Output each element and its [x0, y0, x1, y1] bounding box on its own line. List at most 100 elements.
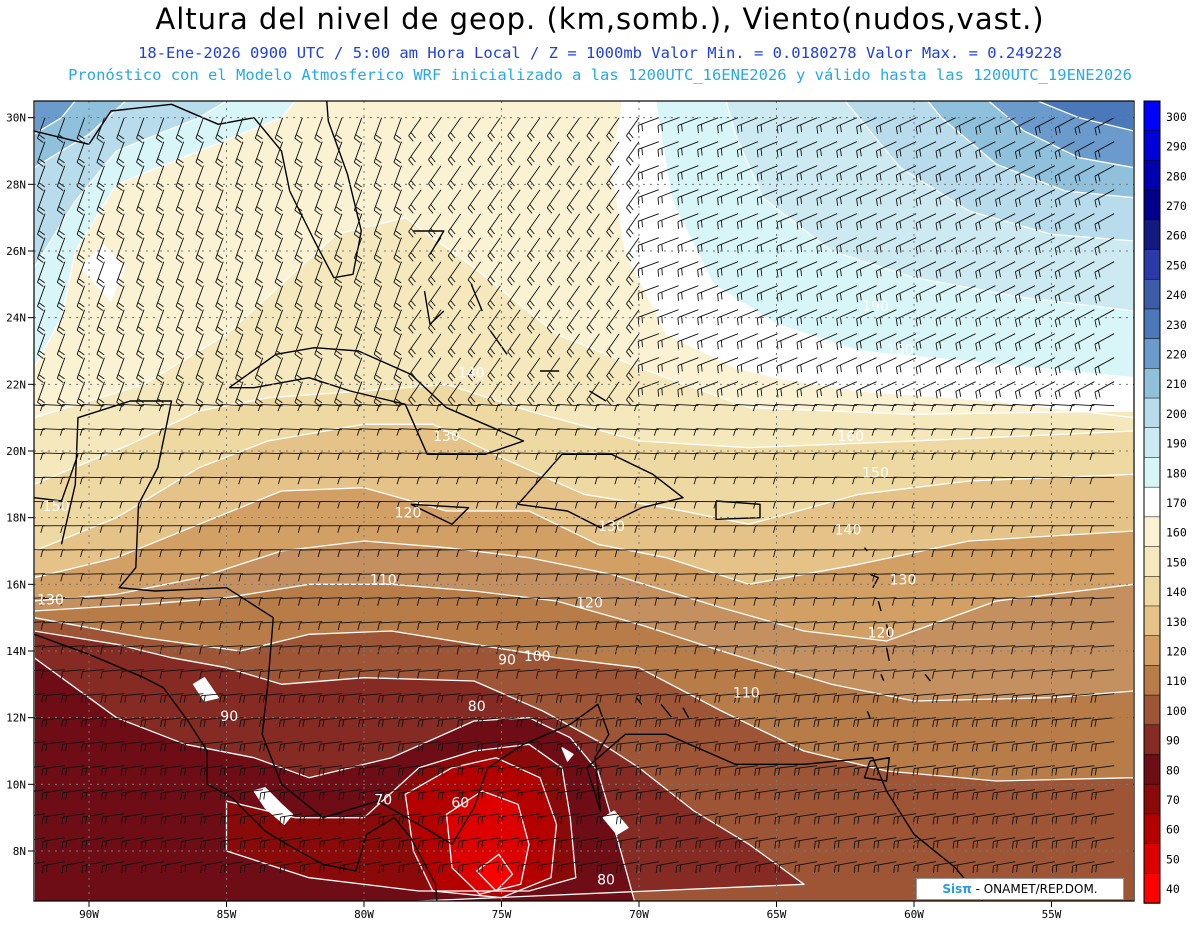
wind-barb-flag [697, 149, 699, 158]
wind-barb-flag [256, 254, 263, 260]
wind-barb-flag [675, 841, 678, 849]
wind-barb-flag [1035, 864, 1038, 873]
wind-barb-flag [657, 245, 660, 253]
contour-label: 130 [598, 519, 625, 535]
wind-barb-flag [200, 841, 202, 849]
wind-barb-flag [318, 744, 321, 752]
wind-barb-flag [1012, 865, 1014, 873]
wind-barb-flag [1089, 501, 1093, 509]
wind-barb-flag [693, 477, 697, 485]
wind-barb-flag [507, 159, 513, 166]
wind-barb-flag [355, 134, 362, 140]
wind-barb-flag [995, 175, 998, 183]
wind-barb-flag [674, 549, 677, 558]
wind-barb-flag [335, 158, 342, 164]
wind-barb-flag [1010, 404, 1014, 412]
wind-barb [537, 573, 560, 575]
wind-barb-flag [215, 233, 222, 239]
wind-barb-flag [608, 276, 614, 283]
wind-barb-flag [355, 398, 362, 404]
wind-barb-flag [1051, 817, 1054, 825]
wind-barb-flag [1034, 223, 1038, 232]
wind-barb [616, 621, 640, 624]
wind-barb-flag [958, 221, 962, 229]
wind-barb [141, 428, 164, 431]
wind-barb-flag [1015, 695, 1018, 703]
wind-barb-flag [314, 257, 321, 263]
wind-barb-flag [489, 252, 496, 259]
wind-barb-flag [101, 817, 103, 825]
wind-barb-flag [1050, 647, 1054, 655]
wind-barb-flag [144, 816, 147, 824]
wind-barb [795, 597, 818, 600]
wind-barb-flag [853, 744, 856, 752]
contour-label: 130 [37, 592, 64, 608]
contour-label: 120 [395, 506, 422, 522]
wind-barb-flag [500, 743, 503, 752]
wind-barb-flag [140, 744, 143, 752]
wind-barb-flag [816, 222, 819, 230]
contour-line [476, 853, 514, 892]
wind-barb-flag [535, 428, 539, 436]
wind-barb-flag [410, 372, 416, 379]
wind-barb-flag [223, 792, 226, 800]
contour-line [34, 383, 1134, 901]
wind-barb-flag [294, 209, 302, 215]
wind-barb-flag [314, 137, 321, 143]
wind-barb-flag [475, 452, 479, 461]
wind-barb-flag [879, 293, 882, 301]
wind-barb-flag [276, 374, 283, 380]
wind-barb-flag [856, 366, 859, 374]
wind-barb-flag [736, 125, 739, 134]
wind-barb [854, 476, 877, 479]
wind-barb-flag [238, 598, 242, 606]
wind-barb-flag [697, 173, 699, 182]
wind-barb-flag [393, 209, 401, 215]
wind-barb-flag [734, 719, 737, 728]
wind-barb-flag [639, 695, 642, 703]
wind-barb-flag [477, 865, 480, 873]
wind-barb-flag [21, 502, 23, 509]
wind-barb [438, 645, 461, 648]
wind-barb-flag [375, 278, 382, 284]
wind-barb-flag [654, 671, 658, 679]
wind-barb-flag [628, 372, 634, 379]
wind-barb-flag [38, 278, 45, 284]
wind-barb [339, 428, 362, 431]
wind-barb-flag [116, 305, 123, 311]
wind-barb-flag [199, 744, 202, 752]
wind-barb-flag [495, 477, 499, 485]
wind-barb-flag [41, 865, 44, 873]
wind-barb-flag [104, 743, 107, 752]
wind-barb-flag [527, 159, 533, 166]
wind-barb-flag [758, 840, 761, 848]
wind-barb-flag [634, 622, 638, 631]
wind-barb-flag [1074, 344, 1078, 352]
wind-barb-flag [436, 428, 440, 436]
colorbar-label: 130 [1166, 615, 1187, 629]
wind-barb-flag [1014, 319, 1018, 327]
wind-barb-flag [566, 303, 572, 310]
wind-barb-flag [600, 840, 602, 848]
wind-barb-flag [832, 622, 836, 631]
geopotential-field [34, 101, 1134, 901]
wind-barb [557, 573, 580, 575]
wind-barb-flag [872, 622, 875, 631]
wind-barb-flag [278, 549, 281, 558]
wind-barb-flag [970, 477, 974, 485]
wind-barb-flag [297, 428, 301, 436]
wind-barb-flag [1038, 197, 1041, 206]
wind-barb-flag [40, 622, 44, 631]
wind-barb-flag [679, 864, 682, 873]
wind-barb-flag [297, 404, 301, 412]
wind-barb-flag [998, 293, 1001, 301]
wind-barb-flag [78, 302, 85, 308]
wind-barb-flag [820, 124, 822, 133]
wind-barb-flag [856, 294, 859, 302]
wind-barb [854, 403, 877, 407]
wind-barb-flag [178, 501, 182, 509]
wind-barb-flag [396, 525, 400, 533]
wind-barb-flag [223, 840, 226, 848]
wind-barb-flag [1074, 248, 1078, 256]
wind-barb-flag [450, 252, 456, 259]
